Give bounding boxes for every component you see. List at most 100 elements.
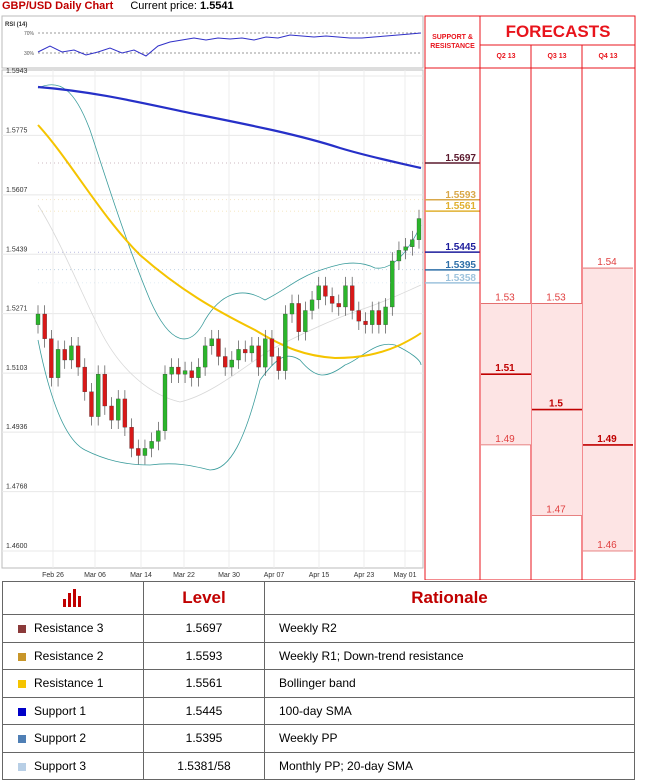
candle-body <box>209 338 214 347</box>
level-name-cell: Resistance 2 <box>2 641 144 670</box>
level-value: 1.5561 <box>143 669 265 698</box>
candle-body <box>169 366 174 375</box>
forecast-value: 1.47 <box>546 505 566 516</box>
level-rationale: Weekly R2 <box>264 614 635 643</box>
forecasts-title: FORECASTS <box>505 22 611 41</box>
candle-body <box>276 356 281 371</box>
level-swatch <box>18 652 26 661</box>
candle-body <box>390 260 395 308</box>
candle-body <box>89 391 94 417</box>
level-swatch <box>18 762 26 771</box>
x-tick-label: Mar 06 <box>84 572 106 579</box>
level-rationale: Monthly PP; 20-day SMA <box>264 751 635 780</box>
candle-body <box>216 338 221 357</box>
y-tick-label: 1.4600 <box>6 543 28 550</box>
candle-body <box>196 366 201 378</box>
candle-body <box>162 374 168 431</box>
y-tick-label: 1.5271 <box>6 306 28 313</box>
candle-body <box>289 303 295 315</box>
forecast-value: 1.54 <box>597 257 617 268</box>
candle-body <box>182 370 188 375</box>
candle-body <box>236 349 241 361</box>
candle-body <box>129 427 134 449</box>
candle-body <box>303 310 308 332</box>
candle-body <box>323 285 328 297</box>
sr-column <box>424 15 481 580</box>
candle-body <box>109 405 114 421</box>
forecast-value: 1.53 <box>495 292 515 303</box>
x-tick-label: Mar 14 <box>130 572 152 579</box>
candle-body <box>256 345 261 368</box>
table-row: Resistance 2 1.5593 Weekly R1; Down-trend … <box>2 641 635 670</box>
x-tick-label: Mar 30 <box>218 572 240 579</box>
candle-body <box>329 296 335 304</box>
candle-body <box>75 345 81 368</box>
candle-body <box>136 448 141 456</box>
candle-body <box>296 303 301 332</box>
candle-body <box>416 218 422 240</box>
level-swatch <box>18 707 26 716</box>
level-rationale: Weekly R1; Down-trend resistance <box>264 641 635 670</box>
y-tick-label: 1.5103 <box>6 365 28 372</box>
levels-table: Level Rationale Resistance 3 1.5697 Weekly… <box>2 581 635 780</box>
table-row: Resistance 3 1.5697 Weekly R2 <box>2 614 635 643</box>
current-price-value: 1.5541 <box>200 0 234 12</box>
level-name: Resistance 2 <box>34 648 104 663</box>
candle-body <box>263 338 268 368</box>
chart-header: GBP/USD Daily Chart Current price: 1.554… <box>2 0 234 16</box>
level-value: 1.5381/58 <box>143 751 265 780</box>
x-tick-label: Feb 26 <box>42 572 64 579</box>
candle-body <box>309 299 315 311</box>
candle-body <box>223 356 228 368</box>
candle-body <box>376 310 382 325</box>
level-value: 1.5593 <box>143 641 265 670</box>
x-tick-label: Apr 15 <box>309 572 330 579</box>
y-tick-label: 1.4768 <box>6 484 28 491</box>
sma-100 <box>37 85 422 170</box>
forecast-value: 1.51 <box>495 363 515 374</box>
candle-body <box>202 345 208 368</box>
level-swatch <box>18 735 26 744</box>
y-tick-label: 1.5943 <box>6 68 28 75</box>
candle-body <box>82 366 87 392</box>
candle-body <box>363 320 368 325</box>
candle-body <box>370 310 375 325</box>
level-header: Level <box>143 581 265 615</box>
level-rationale: 100-day SMA <box>264 696 635 725</box>
level-name-cell: Support 3 <box>2 751 144 780</box>
candle-body <box>269 338 275 357</box>
quarter-q2: Q2 13 <box>496 53 516 60</box>
candle-body <box>62 349 67 361</box>
candle-body <box>149 441 154 449</box>
sr-level-label: 1.5561 <box>445 201 476 212</box>
candle-body <box>336 303 341 308</box>
x-tick-label: Apr 07 <box>264 572 285 579</box>
level-value: 1.5445 <box>143 696 265 725</box>
grid <box>2 70 423 568</box>
candle-body <box>396 250 402 262</box>
rationale-header: Rationale <box>264 581 635 615</box>
candle-body <box>55 349 61 378</box>
bollinger-mid <box>37 204 422 403</box>
level-value: 1.5697 <box>143 614 265 643</box>
candle-body <box>350 285 355 311</box>
table-header-row: Level Rationale <box>2 581 635 615</box>
rsi-tick-70: 70% <box>24 31 35 37</box>
y-axis: 1.5943 1.5775 1.5607 1.5439 1.5271 1.5103 1.49… <box>6 68 28 550</box>
level-rationale: Weekly PP <box>264 724 635 753</box>
quarter-q3: Q3 13 <box>547 53 567 60</box>
candle-body <box>229 359 234 368</box>
sma-50 <box>37 124 422 360</box>
gbpusd-chart: RSI (14) 70% 30% 1.5943 1.5775 1.5607 1.543… <box>1 15 636 580</box>
bollinger-lower <box>37 339 422 471</box>
level-name: Support 1 <box>34 703 87 718</box>
bollinger-upper <box>37 84 422 340</box>
candle-body <box>249 345 255 354</box>
candle-body <box>142 448 148 456</box>
candle-body <box>102 374 107 407</box>
level-name-cell: Support 1 <box>2 696 144 725</box>
level-swatch <box>18 625 26 634</box>
table-row: Resistance 1 1.5561 Bollinger band <box>2 669 635 698</box>
rsi-line <box>37 32 422 57</box>
